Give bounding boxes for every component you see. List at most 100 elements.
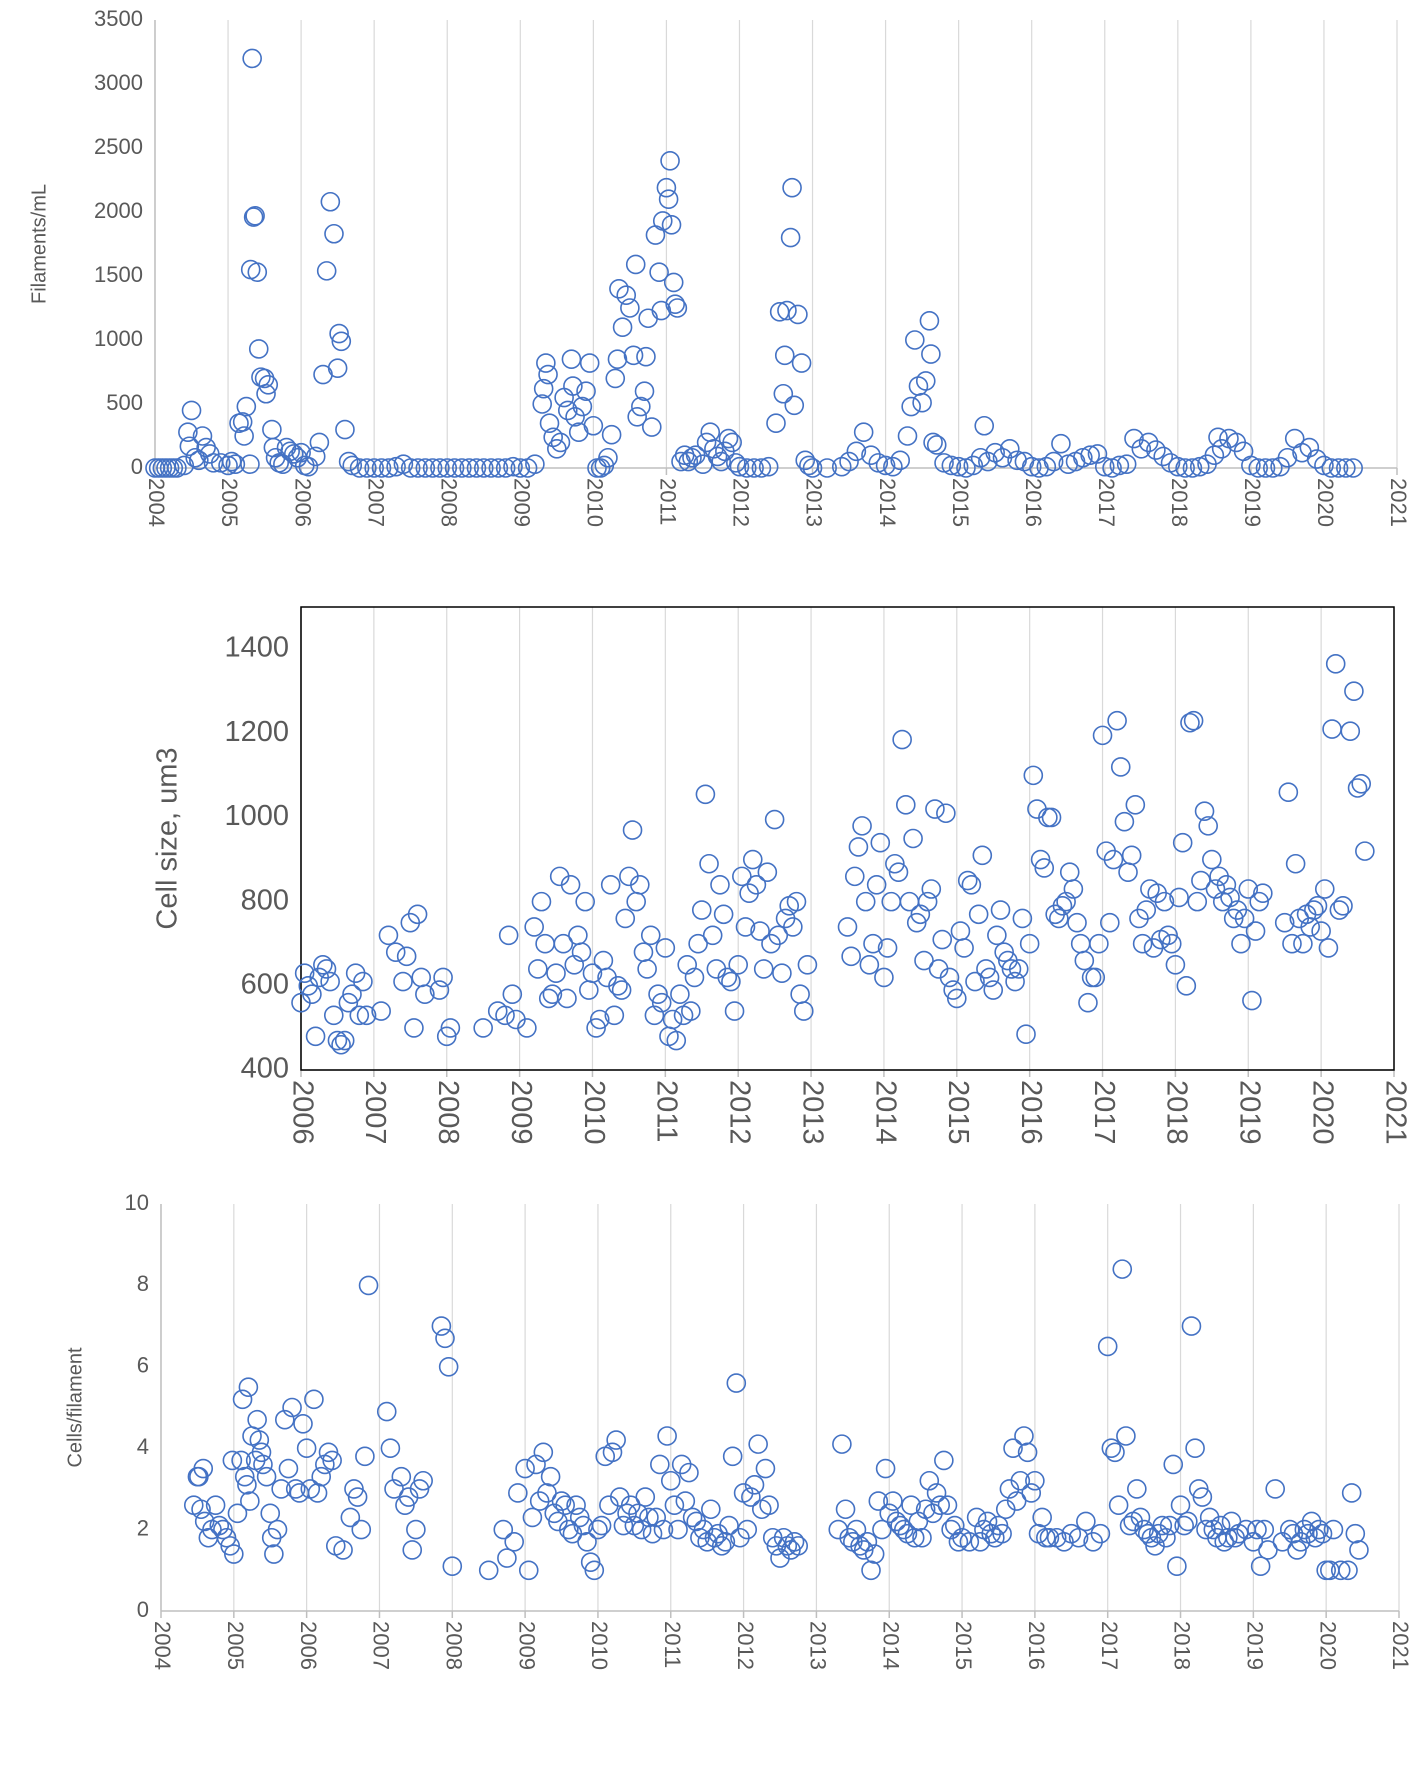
data-point (524, 917, 544, 937)
data-point (411, 967, 432, 988)
data-point (391, 1466, 412, 1487)
x-tick-label: 2009 (509, 478, 534, 527)
data-point (433, 967, 453, 988)
data-point (1085, 967, 1106, 988)
data-point (979, 967, 1000, 988)
data-point (533, 1442, 554, 1463)
data-point (1168, 456, 1188, 477)
data-point (700, 422, 721, 442)
data-point (658, 189, 679, 209)
data-point (179, 436, 200, 457)
data-point (912, 392, 932, 413)
data-point (684, 967, 705, 988)
data-point (1170, 1495, 1191, 1515)
data-point (635, 1487, 656, 1507)
data-point (436, 1026, 457, 1047)
data-point (1049, 908, 1069, 929)
data-point (579, 353, 600, 373)
data-point (349, 458, 370, 478)
data-point (926, 435, 947, 455)
data-point (522, 1507, 543, 1528)
data-point (866, 874, 887, 895)
data-point (1282, 933, 1302, 954)
y-axis-label: Cells/filament (64, 1347, 86, 1467)
data-point (353, 971, 373, 992)
x-tick-label: 2016 (1015, 1080, 1047, 1145)
data-point (1167, 1556, 1187, 1577)
data-point (1001, 959, 1022, 979)
data-point (660, 151, 680, 171)
data-point (748, 1434, 768, 1454)
data-point (1325, 654, 1346, 674)
x-tick-label: 2018 (1170, 1621, 1195, 1670)
data-point (1265, 1479, 1285, 1499)
y-tick-label: 8 (137, 1271, 149, 1296)
data-point (256, 383, 276, 404)
data-point (1090, 1523, 1111, 1544)
data-point (636, 346, 656, 367)
data-point (1329, 900, 1350, 920)
data-point (1068, 1527, 1089, 1548)
data-point (861, 445, 881, 466)
data-point (576, 381, 596, 402)
data-point (497, 1548, 517, 1568)
data-point (682, 447, 702, 468)
data-point (1051, 433, 1071, 454)
data-point (1336, 458, 1356, 478)
data-point (1059, 862, 1080, 882)
data-point (616, 285, 637, 306)
data-point (744, 1475, 765, 1495)
data-point (753, 959, 774, 979)
data-point (1110, 757, 1131, 777)
data-point (711, 451, 732, 472)
data-point (852, 816, 872, 836)
data-point (759, 1495, 779, 1515)
data-point (537, 1483, 557, 1503)
data-point (572, 396, 593, 417)
data-point (644, 1005, 665, 1026)
x-tick-label: 2008 (436, 478, 461, 527)
data-point (378, 925, 399, 946)
data-point (510, 458, 531, 478)
data-point (261, 1527, 282, 1548)
data-point (1097, 1336, 1118, 1357)
y-tick-label: 600 (241, 968, 289, 1000)
data-point (601, 424, 622, 445)
data-point (835, 1499, 856, 1520)
data-point (1340, 721, 1361, 741)
data-point (783, 917, 803, 937)
data-point (538, 364, 558, 385)
data-point (1089, 933, 1109, 954)
data-point (1017, 1442, 1038, 1463)
data-point (1003, 1438, 1023, 1458)
data-point (905, 330, 925, 350)
data-point (396, 946, 417, 967)
data-point (1078, 992, 1098, 1013)
data-point (232, 1389, 253, 1410)
data-point (481, 458, 501, 478)
data-point (957, 870, 978, 891)
y-tick-label: 1000 (224, 800, 289, 832)
y-tick-label: 500 (106, 390, 143, 415)
data-point (681, 1001, 701, 1021)
data-point (917, 891, 938, 912)
data-point (1103, 849, 1124, 870)
data-point (732, 866, 752, 887)
data-point (355, 1446, 375, 1467)
data-point (422, 458, 443, 478)
x-tick-label: 2004 (150, 1621, 175, 1670)
data-point (976, 959, 996, 979)
data-point (1220, 887, 1240, 908)
data-point (589, 1009, 610, 1030)
data-point (639, 1507, 659, 1528)
data-point (495, 458, 516, 478)
data-point (742, 849, 763, 870)
data-point (493, 1519, 514, 1540)
data-point (782, 177, 802, 198)
data-point (735, 917, 756, 937)
data-point (857, 1532, 878, 1552)
data-point (1274, 912, 1295, 933)
data-point (637, 959, 657, 979)
x-tick-label: 2005 (217, 478, 242, 527)
data-point (974, 415, 995, 436)
